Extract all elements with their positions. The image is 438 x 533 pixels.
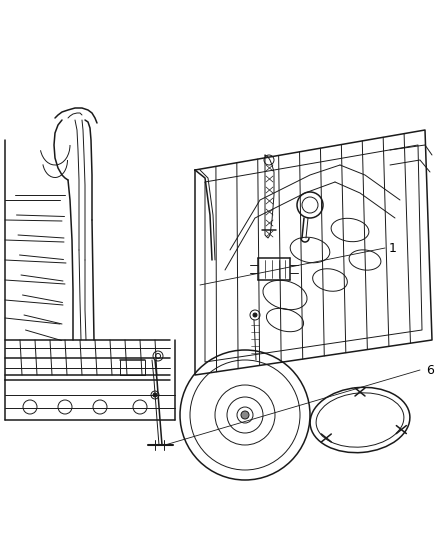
Text: 6: 6 — [426, 364, 434, 376]
Circle shape — [253, 313, 257, 317]
Circle shape — [241, 411, 249, 419]
Circle shape — [153, 393, 157, 397]
Text: 1: 1 — [389, 241, 397, 254]
